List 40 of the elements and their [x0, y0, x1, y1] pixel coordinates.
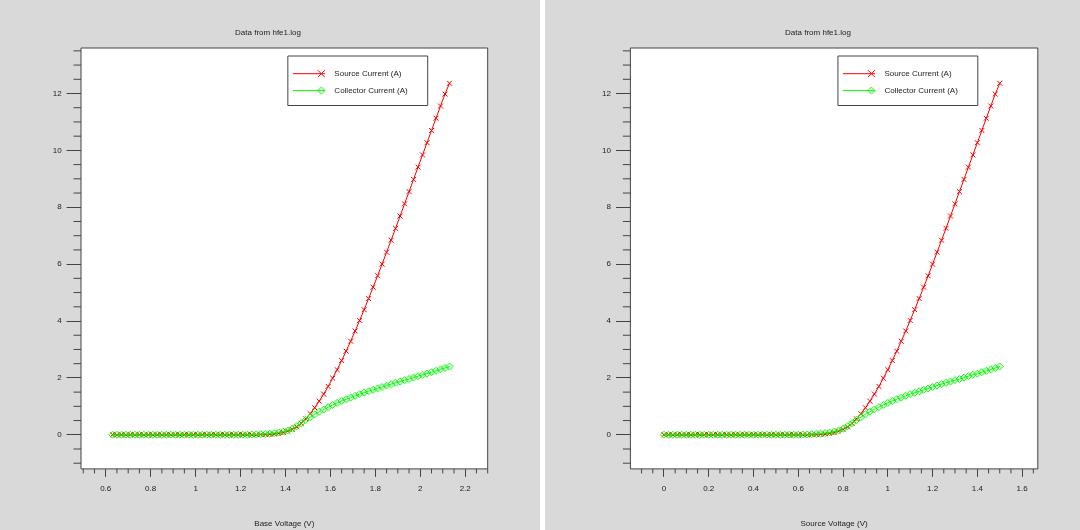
- x-tick-label: 0.8: [145, 483, 157, 493]
- x-tick-label: 1.4: [971, 483, 984, 493]
- x-tick-label: 0.6: [100, 483, 112, 493]
- legend-label: Collector Current (A): [334, 85, 409, 95]
- x-tick-label: 0.2: [703, 483, 715, 493]
- x-tick-label: 1.6: [1016, 483, 1029, 493]
- x-tick-label: 2: [418, 483, 424, 493]
- x-tick-label: 0.4: [747, 483, 760, 493]
- x-tick-label: 2.2: [459, 483, 472, 493]
- chart-title: Data from hfe1.log: [235, 28, 301, 38]
- x-axis-title: Base Voltage (V): [254, 519, 315, 529]
- y-tick-label: 10: [602, 145, 612, 155]
- x-tick-label: 1: [885, 483, 891, 493]
- x-tick-label: 1.2: [927, 483, 939, 493]
- y-tick-label: 12: [52, 88, 63, 98]
- x-tick-label: 0.6: [792, 483, 805, 493]
- y-tick-label: 12: [602, 88, 612, 98]
- legend-label: Collector Current (A): [884, 85, 959, 95]
- x-tick-label: 1.4: [279, 483, 292, 493]
- y-tick-label: 2: [57, 373, 63, 383]
- y-tick-label: 10: [52, 145, 63, 155]
- y-tick-label: 2: [606, 373, 612, 383]
- y-tick-label: 6: [57, 259, 63, 269]
- x-tick-label: 1: [193, 483, 199, 493]
- x-tick-label: 1.8: [369, 483, 382, 493]
- x-tick-label: 0.8: [837, 483, 850, 493]
- x-tick-label: 1.2: [234, 483, 247, 493]
- y-tick-label: 8: [606, 202, 612, 212]
- x-axis-title: Source Voltage (V): [800, 519, 869, 529]
- y-tick-label: 6: [606, 259, 612, 269]
- x-tick-label: 0: [661, 483, 667, 493]
- y-tick-label: 0: [57, 429, 63, 439]
- legend-label: Source Current (A): [334, 68, 402, 78]
- y-tick-label: 8: [57, 202, 63, 212]
- y-tick-label: 4: [57, 316, 63, 326]
- legend-label: Source Current (A): [884, 68, 952, 78]
- y-tick-label: 0: [606, 429, 612, 439]
- x-tick-label: 1.6: [324, 483, 337, 493]
- y-tick-label: 4: [606, 316, 612, 326]
- chart-title: Data from hfe1.log: [785, 28, 851, 38]
